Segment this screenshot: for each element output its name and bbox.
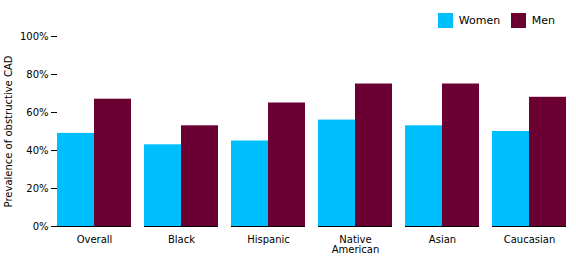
- svg-text:Overall: Overall: [77, 234, 113, 245]
- html-text:Men: Men: [531, 14, 555, 27]
- svg-text:Asian: Asian: [429, 234, 456, 245]
- svg-text:Hispanic: Hispanic: [247, 234, 290, 245]
- svg-text:0%: 0%: [33, 221, 49, 232]
- svg-text:20%: 20%: [26, 183, 48, 194]
- svg-text:Prevalence of obstructive CAD: Prevalence of obstructive CAD: [3, 55, 14, 207]
- svg-text:Black: Black: [168, 234, 195, 245]
- svg-text:60%: 60%: [26, 107, 48, 118]
- svg-text:NativeAmerican: NativeAmerican: [332, 234, 380, 255]
- svg-text:100%: 100%: [20, 31, 49, 42]
- svg-text:Caucasian: Caucasian: [504, 234, 556, 245]
- html-text:Women: Women: [458, 14, 501, 27]
- svg-text:40%: 40%: [26, 145, 48, 156]
- svg-text:80%: 80%: [26, 69, 48, 80]
